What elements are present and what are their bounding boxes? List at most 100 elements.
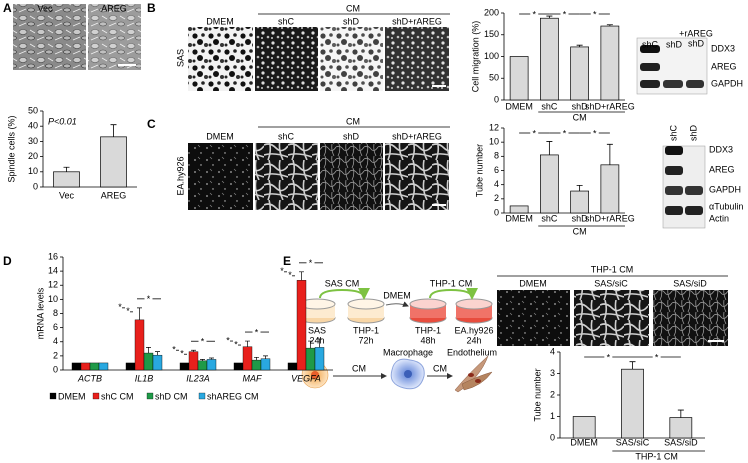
- bar: [71, 362, 82, 371]
- y-axis-title: Tube number: [532, 368, 542, 421]
- micrograph: [188, 143, 253, 210]
- scheme-label: SAS CM: [325, 278, 360, 288]
- x-tick-label: ACTB: [77, 373, 102, 383]
- error-bar: [263, 355, 268, 359]
- y-tick-label: 10: [489, 137, 499, 147]
- y-tick-label: 4: [494, 179, 499, 189]
- blot-label: GAPDH: [711, 78, 743, 88]
- bar: [287, 362, 298, 371]
- sig-star: *: [226, 335, 230, 345]
- blot-label: αTubulin: [709, 201, 743, 211]
- y-tick-label: 16: [48, 251, 58, 261]
- error-bar: [110, 124, 117, 137]
- sig-star: *: [563, 9, 567, 19]
- sig-star: *: [172, 345, 176, 355]
- annotation: P<0.01: [48, 116, 77, 126]
- group-label: THP-1 CM: [635, 451, 678, 461]
- error-bar: [191, 349, 196, 352]
- bar: [125, 362, 136, 371]
- legend-label: shD CM: [155, 391, 188, 401]
- y-tick-label: 0: [494, 207, 499, 217]
- error-bar: [209, 357, 214, 360]
- bar: [572, 416, 596, 439]
- column-label: shC: [278, 131, 295, 141]
- bar: [134, 319, 145, 371]
- y-tick-label: 0: [33, 181, 38, 191]
- sig-star: *: [147, 294, 151, 304]
- bar: [296, 280, 307, 371]
- micrograph: [653, 290, 728, 346]
- x-tick-label: IL1B: [135, 373, 154, 383]
- error-bar: [677, 409, 684, 418]
- y-tick-label: 6: [53, 322, 58, 332]
- sig-star: *: [563, 128, 567, 138]
- error-bar: [254, 356, 259, 361]
- y-tick-label: 1: [550, 411, 555, 421]
- x-tick-label: shC: [541, 101, 558, 111]
- error-bar: [200, 359, 205, 361]
- legend-swatch: [146, 392, 154, 400]
- sig-star: *: [607, 352, 611, 362]
- x-tick-label: shD: [572, 213, 589, 223]
- band: [685, 206, 703, 215]
- sig-star: *: [593, 128, 597, 138]
- band: [685, 186, 703, 195]
- bar: [251, 359, 262, 371]
- group-label: CM: [346, 116, 360, 126]
- bar: [540, 154, 559, 214]
- sig-star: *: [180, 349, 184, 359]
- blot-label: DDX3: [711, 43, 735, 53]
- y-tick-label: 40: [28, 121, 38, 131]
- column-label: SAS/siD: [673, 278, 707, 288]
- group-label: CM: [573, 112, 587, 122]
- bar: [152, 354, 163, 371]
- y-tick-label: 100: [484, 51, 499, 61]
- micrograph: [255, 143, 318, 210]
- micrograph: [385, 143, 449, 210]
- panel-letter: C: [147, 117, 156, 131]
- y-tick-label: 150: [484, 29, 499, 39]
- y-tick-label: 0: [550, 432, 555, 442]
- y-tick-label: 3: [550, 368, 555, 378]
- y-tick-label: 50: [28, 105, 38, 115]
- y-tick-label: 10: [28, 166, 38, 176]
- bar: [621, 368, 644, 439]
- y-tick-label: 4: [550, 346, 555, 356]
- bar: [89, 362, 100, 371]
- lane-label: shC: [642, 39, 659, 49]
- y-tick-label: 2: [53, 350, 58, 360]
- bar: [206, 359, 217, 371]
- blot-label: GAPDH: [709, 184, 741, 194]
- bar: [98, 362, 109, 371]
- band: [640, 63, 660, 71]
- x-tick-label: DMEM: [570, 437, 598, 447]
- legend-label: DMEM: [58, 391, 86, 401]
- x-tick-label: IL23A: [186, 373, 210, 383]
- y-tick-label: 14: [48, 266, 58, 276]
- band: [640, 80, 660, 88]
- micrograph: [88, 4, 141, 70]
- row-label: EA.hy926: [175, 156, 185, 195]
- scheme-label: Macrophage: [383, 347, 433, 357]
- blot-label: DDX3: [709, 144, 733, 154]
- error-bar: [308, 340, 313, 349]
- bar: [305, 347, 316, 371]
- sig-star: *: [593, 9, 597, 19]
- x-tick-label: shC: [541, 213, 558, 223]
- column-label: SAS/siC: [594, 278, 628, 288]
- bar: [242, 346, 253, 371]
- bar: [540, 17, 559, 101]
- band: [665, 146, 683, 155]
- legend-swatch: [198, 392, 206, 400]
- sig-star: *: [234, 339, 238, 349]
- sig-star: *: [201, 337, 205, 347]
- scheme-label: CM: [352, 363, 366, 373]
- column-label: shD: [343, 131, 360, 141]
- bar: [260, 358, 271, 371]
- lane-label: shD: [666, 39, 683, 49]
- x-tick-label: shD+rAREG: [585, 213, 635, 223]
- x-tick-label: VEGFA: [291, 373, 321, 383]
- bar: [143, 352, 154, 371]
- scheme-label: Endothelium: [447, 347, 497, 357]
- scheme-label: 72h: [358, 335, 373, 345]
